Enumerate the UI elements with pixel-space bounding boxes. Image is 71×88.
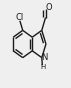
Text: H: H	[40, 64, 46, 70]
Text: N: N	[41, 53, 47, 62]
Text: Cl: Cl	[15, 13, 23, 22]
Text: O: O	[45, 3, 52, 12]
